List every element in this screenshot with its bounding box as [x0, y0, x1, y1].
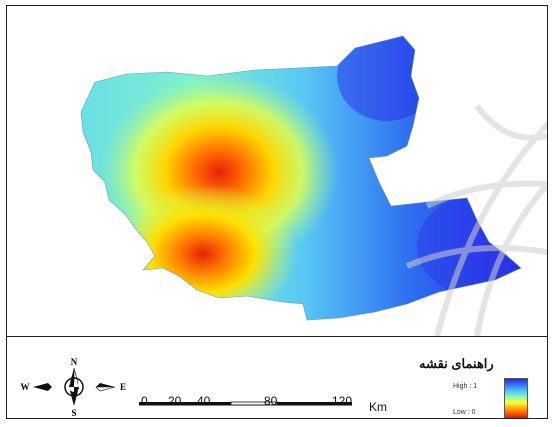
scale-tick-20: 20 [168, 394, 182, 408]
map-area [7, 6, 547, 336]
compass-east: E [120, 382, 126, 392]
scale-tick-120: 120 [332, 394, 353, 408]
legend-high-label: High : 1 [453, 383, 478, 390]
region-boundary [80, 35, 522, 321]
north-arrow-compass: N S W E [21, 357, 127, 418]
compass-north: N [71, 357, 78, 367]
scale-bar [139, 401, 352, 406]
scale-tick-80: 80 [264, 394, 278, 408]
watermark-pattern [405, 104, 547, 336]
scale-unit: Km [369, 400, 387, 414]
map-frame: N S W E 0 20 40 80 120 Km راهنمای نقشه H… [6, 5, 548, 419]
scale-tick-40: 40 [197, 394, 211, 408]
legend-color-ramp [504, 378, 528, 418]
suitability-map [80, 35, 547, 336]
legend-divider [7, 336, 547, 337]
legend-low-label: Low : 0 [453, 409, 476, 416]
compass-west: W [21, 382, 30, 392]
legend-title: راهنمای نقشه [419, 356, 494, 371]
compass-south: S [71, 408, 76, 418]
scale-tick-0: 0 [141, 394, 148, 408]
